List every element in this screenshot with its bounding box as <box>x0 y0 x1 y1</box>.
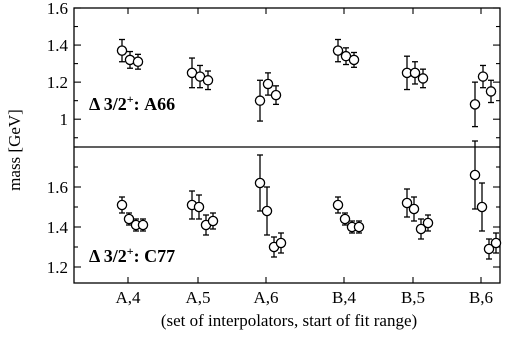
data-marks <box>116 38 502 260</box>
x-axis-label: (set of interpolators, start of fit rang… <box>161 311 417 330</box>
data-point <box>207 215 219 227</box>
data-point <box>261 205 273 217</box>
plot-frame <box>73 7 501 284</box>
data-point <box>193 201 205 213</box>
y-tick-label: 1.2 <box>47 258 68 277</box>
data-point <box>485 86 497 97</box>
x-tick-label: A,5 <box>185 288 210 307</box>
y-tick-label: 1.4 <box>47 218 69 237</box>
data-point <box>490 237 502 249</box>
axis-ticks <box>74 7 500 283</box>
data-point <box>275 237 287 249</box>
y-tick-label: 1.6 <box>47 178 68 197</box>
data-point <box>116 45 128 56</box>
data-point <box>476 201 488 213</box>
chart-text: mass [GeV] (set of interpolators, start … <box>5 0 493 330</box>
data-point <box>469 169 481 181</box>
data-point <box>469 99 481 110</box>
data-point <box>254 95 266 106</box>
x-tick-label: B,4 <box>332 288 357 307</box>
data-point <box>254 177 266 189</box>
data-point <box>353 221 365 233</box>
data-point <box>137 219 149 231</box>
data-point <box>332 199 344 211</box>
y-tick-label: 1.4 <box>47 36 69 55</box>
data-point <box>483 243 495 255</box>
x-tick-label: A,6 <box>253 288 278 307</box>
plot-border <box>73 7 501 284</box>
data-point <box>348 54 360 66</box>
data-point <box>262 78 274 90</box>
data-point <box>422 217 434 229</box>
y-axis-label: mass [GeV] <box>5 109 24 191</box>
data-point <box>270 89 282 101</box>
y-tick-label: 1.2 <box>47 73 68 92</box>
data-point <box>415 223 427 235</box>
y-tick-label: 1.6 <box>47 0 68 18</box>
data-point <box>477 71 489 82</box>
data-point <box>401 197 413 209</box>
data-point <box>409 67 421 79</box>
data-point <box>132 56 144 67</box>
x-tick-label: B,5 <box>401 288 425 307</box>
data-point <box>202 75 214 86</box>
panel-label: Δ 3/2+: A66 <box>89 92 175 114</box>
data-point <box>408 203 420 215</box>
data-point <box>332 45 344 56</box>
data-point <box>116 199 128 211</box>
data-point <box>339 213 351 225</box>
data-point <box>417 73 429 84</box>
y-tick-label: 1 <box>60 110 69 129</box>
x-tick-label: B,6 <box>469 288 493 307</box>
x-tick-label: A,4 <box>115 288 141 307</box>
panel-label: Δ 3/2+: C77 <box>89 244 175 266</box>
